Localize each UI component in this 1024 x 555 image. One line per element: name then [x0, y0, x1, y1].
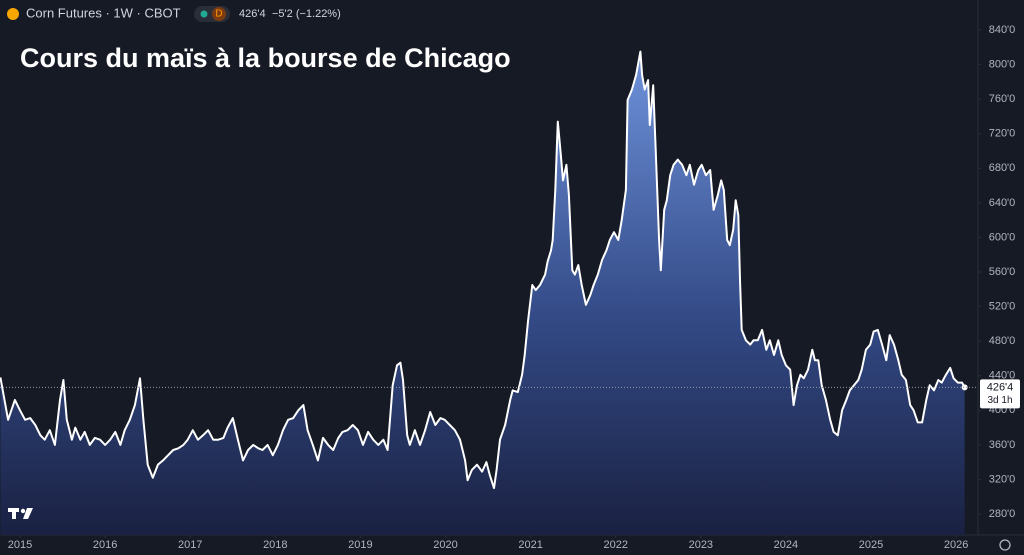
y-tick-label: 560'0 [989, 266, 1016, 278]
delay-badge-bg [212, 7, 226, 21]
symbol-icon [7, 8, 19, 20]
x-tick-label: 2016 [93, 539, 117, 551]
area-fill [0, 51, 965, 535]
overlay: Corn Futures · 1W · CBOT D 426'4 −5'2 (−… [7, 5, 1011, 551]
price-line [0, 50, 966, 490]
y-tick-label: 320'0 [989, 473, 1016, 485]
header-price: 426'4 [239, 8, 266, 20]
symbol-name[interactable]: Corn Futures · 1W · CBOT [26, 5, 181, 20]
x-tick-label: 2022 [603, 539, 627, 551]
x-tick-label: 2020 [433, 539, 457, 551]
last-price-box [980, 379, 1020, 409]
chart-title: Cours du maïs à la bourse de Chicago [20, 43, 511, 73]
market-status [200, 10, 208, 18]
x-tick-label: 2023 [689, 539, 713, 551]
x-tick-label: 2018 [263, 539, 287, 551]
x-tick-label: 2017 [178, 539, 202, 551]
x-tick-label: 2021 [518, 539, 542, 551]
countdown-label: 3d 1h [987, 395, 1012, 406]
tv-logo [8, 508, 33, 519]
x-tick-label: 2024 [774, 539, 798, 551]
y-tick-label: 280'0 [989, 508, 1016, 520]
y-tick-label: 360'0 [989, 439, 1016, 451]
settings-icon[interactable] [999, 539, 1011, 551]
x-tick-label: 2019 [348, 539, 372, 551]
delay-badge: D [215, 9, 222, 20]
header-change: −5'2 (−1.22%) [272, 8, 341, 20]
y-tick-label: 760'0 [989, 93, 1016, 105]
x-tick-label: 2015 [8, 539, 32, 551]
y-tick-label: 480'0 [989, 335, 1016, 347]
y-tick-label: 640'0 [989, 197, 1016, 209]
y-tick-label: 680'0 [989, 162, 1016, 174]
y-tick-label: 840'0 [989, 24, 1016, 36]
plot-area [0, 50, 978, 535]
x-tick-label: 2025 [859, 539, 883, 551]
y-tick-label: 600'0 [989, 231, 1016, 243]
y-tick-label: 800'0 [989, 58, 1016, 70]
last-point [961, 384, 968, 391]
y-tick-label: 720'0 [989, 128, 1016, 140]
last-price-label: 426'4 [987, 381, 1014, 393]
y-tick-label: 520'0 [989, 300, 1016, 312]
x-tick-label: 2026 [944, 539, 968, 551]
y-tick-label: 440'0 [989, 370, 1016, 382]
